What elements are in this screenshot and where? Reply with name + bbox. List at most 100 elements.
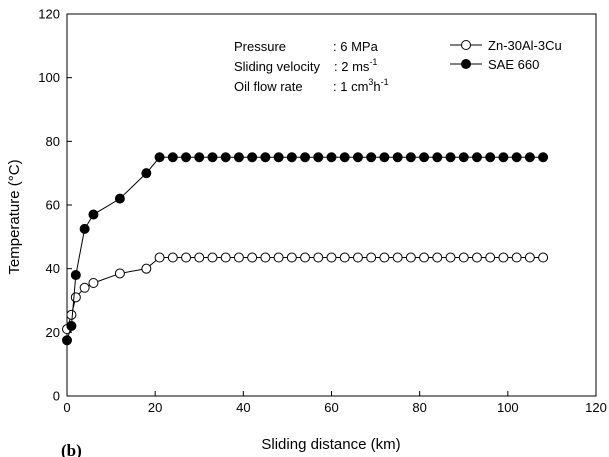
pressure-label: Pressure <box>234 39 286 54</box>
x-axis-title: Sliding distance (km) <box>261 436 400 453</box>
data-point-sae-660 <box>62 335 72 346</box>
data-point-zn-30al-3cu <box>154 252 165 263</box>
flow-value-mid: h <box>373 79 380 94</box>
data-point-sae-660 <box>524 152 535 163</box>
axes: 0 20 40 60 80 100 120 0 20 40 60 80 100 120 <box>38 7 607 416</box>
data-point-sae-660 <box>326 152 337 163</box>
data-point-zn-30al-3cu <box>405 252 416 263</box>
data-point-sae-660 <box>366 152 377 163</box>
y-tick-label: 100 <box>38 70 60 85</box>
data-point-sae-660 <box>538 152 549 163</box>
data-point-zn-30al-3cu <box>471 252 482 263</box>
x-tick-label: 40 <box>236 400 250 415</box>
data-point-zn-30al-3cu <box>233 252 244 263</box>
x-tick-label: 60 <box>324 400 338 415</box>
data-point-sae-660 <box>419 152 430 163</box>
data-point-zn-30al-3cu <box>511 252 522 263</box>
series-layer <box>62 152 549 346</box>
data-point-sae-660 <box>70 270 81 281</box>
data-point-sae-660 <box>379 152 390 163</box>
data-point-zn-30al-3cu <box>141 263 152 274</box>
data-point-zn-30al-3cu <box>207 252 218 263</box>
series-line-sae-660 <box>66 156 544 341</box>
data-point-zn-30al-3cu <box>445 252 456 263</box>
data-point-zn-30al-3cu <box>88 277 99 288</box>
velocity-value: : 2 ms-1 <box>334 57 377 74</box>
velocity-value-sup: -1 <box>369 57 377 67</box>
data-point-sae-660 <box>194 152 205 163</box>
y-tick-label: 80 <box>46 134 60 149</box>
data-point-zn-30al-3cu <box>167 252 178 263</box>
data-point-zn-30al-3cu <box>70 292 81 303</box>
data-point-zn-30al-3cu <box>458 252 469 263</box>
data-point-zn-30al-3cu <box>366 252 377 263</box>
data-point-sae-660 <box>313 152 324 163</box>
data-point-zn-30al-3cu <box>194 252 205 263</box>
legend-label-sae: SAE 660 <box>488 57 539 72</box>
data-point-sae-660 <box>247 152 258 163</box>
x-tick-label: 100 <box>497 400 519 415</box>
velocity-value-main: : 2 ms <box>334 59 370 74</box>
y-tick-label: 120 <box>38 7 60 22</box>
y-tick-label: 40 <box>46 261 60 276</box>
legend: Zn-30Al-3Cu SAE 660 <box>450 38 562 72</box>
legend-marker-sae <box>461 59 471 69</box>
data-point-sae-660 <box>458 152 469 163</box>
x-tick-label: 20 <box>148 400 162 415</box>
data-point-sae-660 <box>286 152 297 163</box>
data-point-zn-30al-3cu <box>114 268 125 279</box>
x-tick-label: 80 <box>412 400 426 415</box>
data-point-zn-30al-3cu <box>247 252 258 263</box>
data-point-zn-30al-3cu <box>181 252 192 263</box>
data-point-sae-660 <box>511 152 522 163</box>
data-point-sae-660 <box>471 152 482 163</box>
flow-value-sup1: 3 <box>368 77 373 87</box>
data-point-sae-660 <box>273 152 284 163</box>
data-point-sae-660 <box>167 152 178 163</box>
data-point-sae-660 <box>445 152 456 163</box>
data-point-zn-30al-3cu <box>352 252 363 263</box>
data-point-zn-30al-3cu <box>220 252 231 263</box>
data-point-sae-660 <box>88 209 99 220</box>
data-point-sae-660 <box>233 152 244 163</box>
legend-marker-zn <box>461 40 471 50</box>
data-point-sae-660 <box>260 152 271 163</box>
legend-label-zn: Zn-30Al-3Cu <box>488 38 562 53</box>
y-tick-label: 0 <box>53 389 60 404</box>
flow-value-main: : 1 cm <box>333 79 368 94</box>
x-tick-label: 0 <box>63 400 70 415</box>
data-point-zn-30al-3cu <box>379 252 390 263</box>
data-point-sae-660 <box>181 152 192 163</box>
flow-value: : 1 cm3h-1 <box>333 77 389 94</box>
data-point-sae-660 <box>207 152 218 163</box>
data-point-zn-30al-3cu <box>392 252 403 263</box>
data-point-sae-660 <box>154 152 165 163</box>
data-point-zn-30al-3cu <box>300 252 311 263</box>
test-conditions-annotation: Pressure : 6 MPa Sliding velocity : 2 ms… <box>234 39 389 94</box>
data-point-sae-660 <box>66 320 77 331</box>
panel-label: (b) <box>61 441 82 457</box>
data-point-sae-660 <box>79 223 90 234</box>
x-tick-label: 120 <box>585 400 607 415</box>
data-point-zn-30al-3cu <box>79 282 90 293</box>
data-point-zn-30al-3cu <box>432 252 443 263</box>
velocity-label: Sliding velocity <box>234 59 320 74</box>
data-point-sae-660 <box>405 152 416 163</box>
y-tick-label: 60 <box>46 198 60 213</box>
data-point-sae-660 <box>498 152 509 163</box>
data-point-sae-660 <box>392 152 403 163</box>
flow-value-sup2: -1 <box>381 77 389 87</box>
series-line-zn-30al-3cu <box>66 257 544 330</box>
data-point-zn-30al-3cu <box>313 252 324 263</box>
data-point-zn-30al-3cu <box>419 252 430 263</box>
data-point-sae-660 <box>300 152 311 163</box>
data-point-zn-30al-3cu <box>326 252 337 263</box>
data-point-sae-660 <box>352 152 363 163</box>
y-axis-title: Temperature (°C) <box>6 159 23 274</box>
data-point-zn-30al-3cu <box>538 252 549 263</box>
data-point-sae-660 <box>432 152 443 163</box>
data-point-zn-30al-3cu <box>485 252 496 263</box>
data-point-zn-30al-3cu <box>260 252 271 263</box>
data-point-sae-660 <box>114 193 125 204</box>
